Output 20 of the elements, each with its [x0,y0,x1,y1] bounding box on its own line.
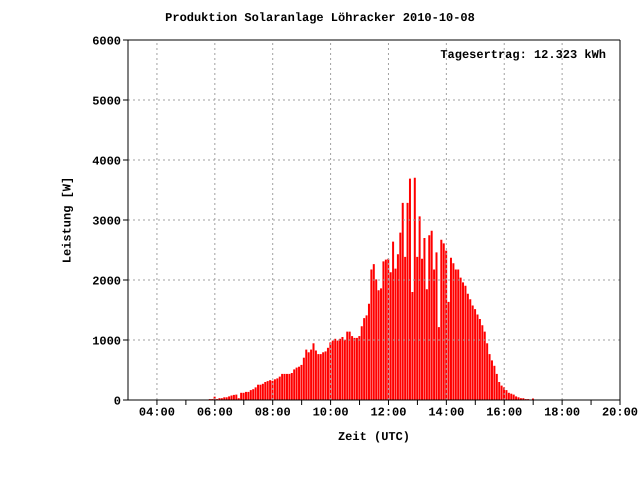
y-tick-label: 6000 [92,34,121,48]
y-axis-title: Leistung [W] [60,176,74,264]
y-tick-label: 4000 [92,154,121,168]
y-tick-label: 3000 [92,214,121,228]
x-axis-title: Zeit (UTC) [338,430,410,444]
y-tick-label: 1000 [92,334,121,348]
x-tick-label: 20:00 [602,406,638,420]
x-tick-label: 06:00 [196,406,233,420]
x-tick-label: 12:00 [370,406,406,420]
chart-title: Produktion Solaranlage Löhracker 2010-10-08 [164,11,476,25]
y-tick-label: 2000 [92,274,121,288]
y-tick-label: 5000 [92,94,121,108]
annotation: Tagesertrag: 12.323 kWh [440,48,606,62]
y-tick-label: 0 [114,394,121,408]
x-tick-label: 16:00 [486,406,522,420]
x-tick-label: 10:00 [312,406,349,420]
x-tick-label: 04:00 [138,406,175,420]
x-tick-label: 18:00 [544,406,580,420]
x-tick-label: 14:00 [428,406,464,420]
x-tick-label: 08:00 [254,406,291,420]
